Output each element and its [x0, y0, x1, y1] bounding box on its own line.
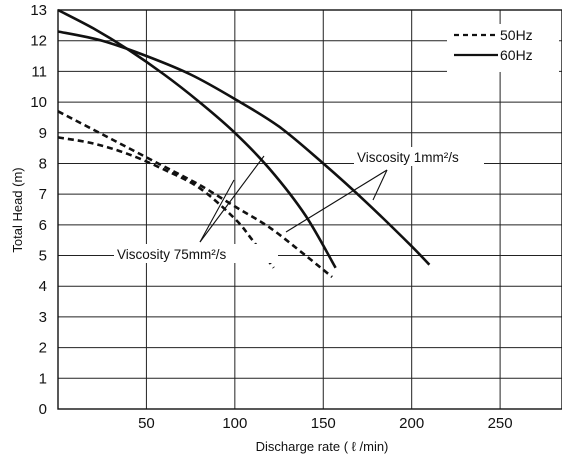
x-tick-label: 150	[311, 415, 336, 432]
plot-frame	[57, 9, 562, 410]
annotation-pointer	[285, 169, 388, 233]
y-tick-label: 5	[39, 248, 47, 265]
y-tick-label: 9	[39, 125, 47, 142]
annotation-viscosity-75: Viscosity 75mm²/s	[114, 155, 278, 263]
annotation-label: Viscosity 75mm²/s	[117, 247, 227, 262]
annotation-background	[114, 244, 278, 263]
y-tick-label: 13	[30, 2, 47, 19]
x-tick-label: 200	[399, 415, 424, 432]
x-tick-label: 100	[222, 415, 247, 432]
annotation-pointer	[372, 169, 388, 201]
y-tick-label: 4	[39, 278, 47, 295]
legend-background	[447, 24, 559, 72]
y-tick-label: 7	[39, 186, 47, 203]
y-tick-label: 12	[30, 33, 47, 50]
legend-label-60hz: 60Hz	[500, 47, 533, 63]
legend: 50Hz 60Hz	[447, 24, 559, 72]
curve-group	[57, 8, 431, 279]
y-tick-label: 2	[39, 340, 47, 357]
annotation-pointer	[199, 155, 265, 243]
y-tick-label: 8	[39, 155, 47, 172]
series-line-60hz-3	[57, 8, 337, 269]
y-tick-label: 6	[39, 217, 47, 234]
y-tick-label: 1	[39, 370, 47, 387]
legend-label-50hz: 50Hz	[500, 27, 533, 43]
series-line-50hz-0	[57, 110, 333, 279]
y-axis-title: Total Head (m)	[10, 167, 25, 252]
y-tick-label: 11	[31, 63, 47, 80]
annotation-pointer	[199, 179, 235, 243]
annotation-background	[354, 147, 484, 166]
x-tick-label: 50	[138, 415, 155, 432]
y-tick-label: 0	[39, 401, 47, 418]
annotation-viscosity-1: Viscosity 1mm²/s	[285, 147, 484, 233]
y-tick-label: 3	[39, 309, 47, 326]
x-axis-title: Discharge rate ( ℓ /min)	[256, 439, 389, 454]
series-line-50hz-2	[57, 136, 275, 269]
annotation-label: Viscosity 1mm²/s	[357, 150, 459, 165]
y-tick-label: 10	[30, 94, 47, 111]
x-tick-label: 250	[488, 415, 513, 432]
